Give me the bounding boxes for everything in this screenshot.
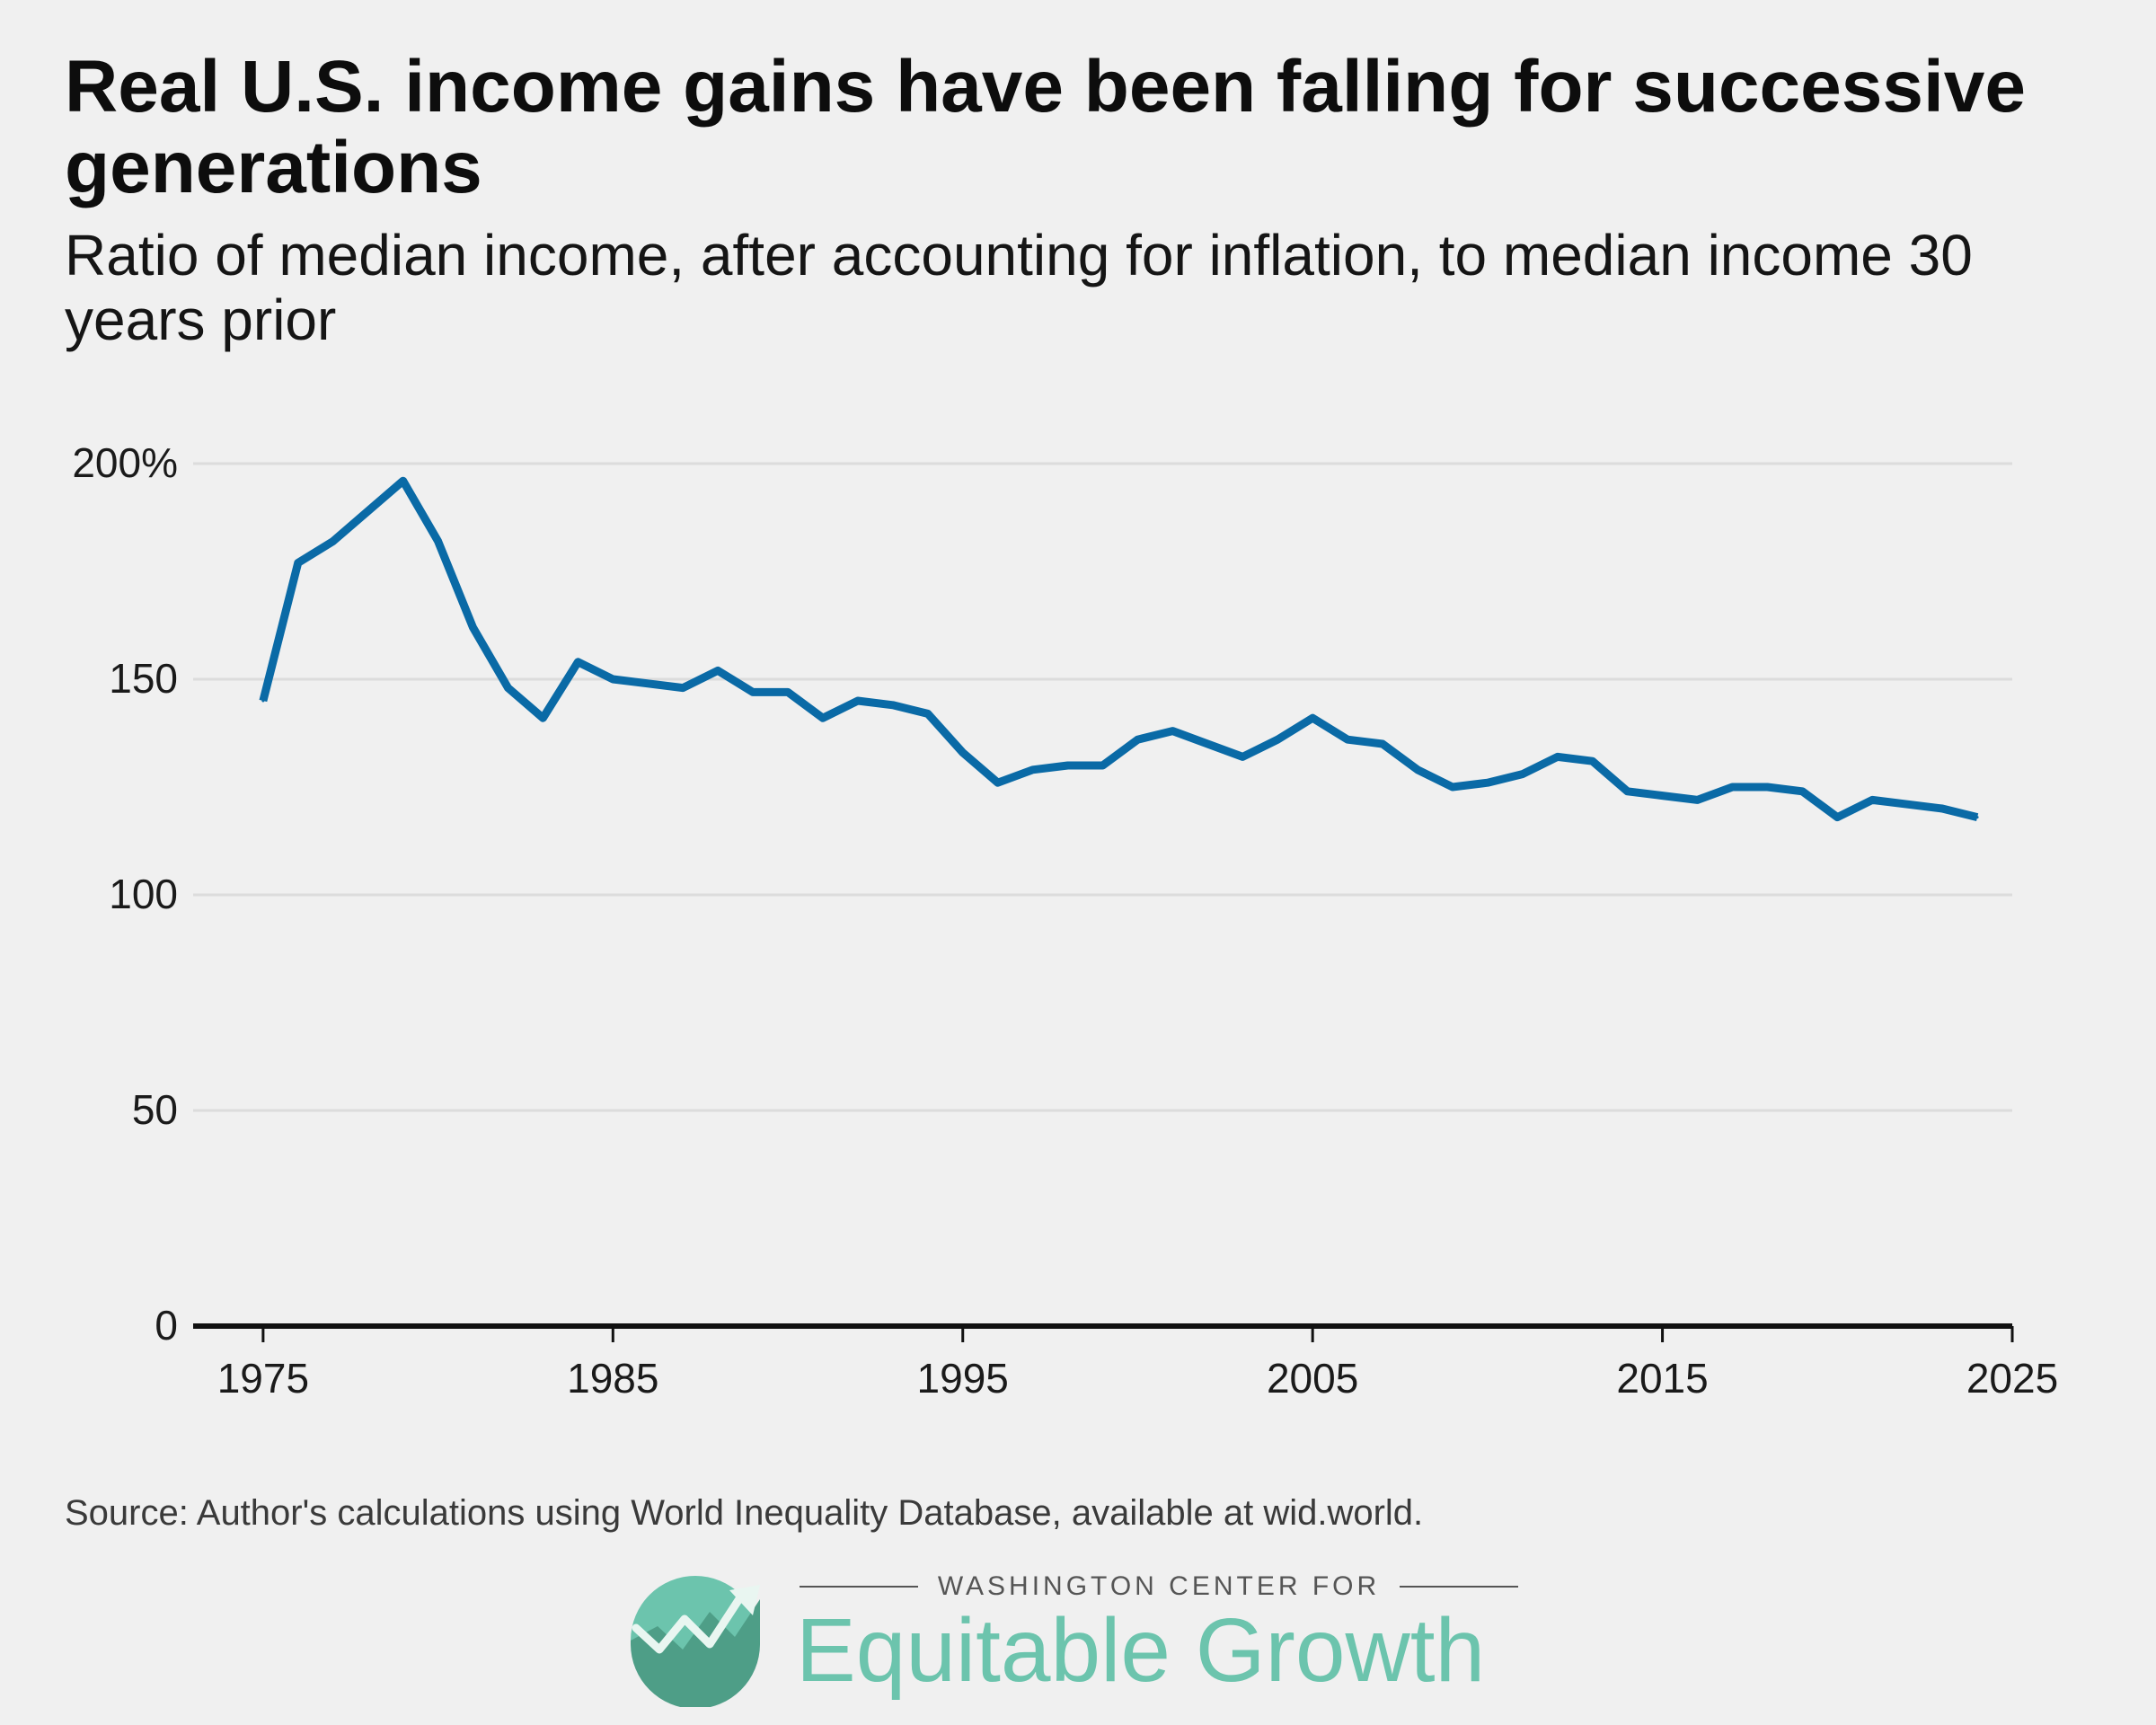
x-tick-label: 1985 [567, 1355, 658, 1402]
logo-name: Equitable Growth [796, 1600, 1486, 1701]
data-point [1940, 807, 1944, 810]
x-axis: 1975 1985 1995 2005 2015 2025 [193, 1323, 2058, 1402]
data-point [576, 660, 579, 664]
data-point [1975, 816, 1979, 819]
line-chart: 0 50 100 150 200% 1975 1985 1995 2005 2015 2025 [72, 439, 2058, 1402]
data-point [1311, 716, 1314, 720]
growth-logo-icon [631, 1576, 760, 1707]
data-point [1241, 755, 1244, 758]
data-point [1661, 794, 1665, 798]
logo: WASHINGTON CENTER FOR Equitable Growth [629, 1563, 1527, 1707]
x-tick-label: 1975 [217, 1355, 309, 1402]
data-point [367, 509, 370, 513]
data-point [996, 781, 1000, 784]
source-note: Source: Author's calculations using Worl… [65, 1493, 1424, 1533]
data-point [1626, 790, 1630, 793]
data-point [1276, 738, 1279, 741]
data-point [1486, 781, 1489, 784]
data-point [891, 703, 895, 707]
data-point [821, 716, 825, 720]
data-point [506, 686, 509, 690]
data-point [611, 677, 614, 681]
x-tick-label: 2005 [1267, 1355, 1358, 1402]
y-axis: 0 50 100 150 200% [72, 439, 178, 1349]
data-point [1031, 768, 1035, 772]
data-point [402, 479, 405, 482]
x-tick-label: 2015 [1616, 1355, 1708, 1402]
data-point [541, 716, 544, 720]
data-point [1870, 798, 1874, 801]
chart-subtitle: Ratio of median income, after accounting… [65, 223, 1973, 352]
data-point [961, 751, 965, 755]
x-tick-label: 1995 [917, 1355, 1009, 1402]
data-point [331, 539, 335, 543]
y-tick-label: 150 [109, 655, 178, 702]
data-point [751, 690, 755, 694]
data-point [1451, 785, 1454, 789]
logo-org-label: WASHINGTON CENTER FOR [937, 1571, 1381, 1601]
y-tick-label: 0 [155, 1302, 178, 1349]
data-point [1765, 785, 1769, 789]
data-point [1101, 764, 1104, 767]
data-point [1346, 738, 1349, 741]
data-point [1730, 785, 1734, 789]
data-point [1066, 764, 1070, 767]
y-tick-label: 50 [132, 1086, 178, 1133]
data-point [646, 682, 649, 686]
data-point [437, 539, 440, 543]
data-point [1696, 798, 1700, 801]
data-point [681, 686, 685, 690]
data-point [1206, 742, 1209, 746]
data-point [1800, 790, 1804, 793]
logo-rule-right [1400, 1586, 1518, 1588]
y-tick-label: 200% [72, 439, 178, 486]
data-point [856, 699, 860, 703]
series-layer [259, 476, 1979, 822]
data-point [1835, 816, 1839, 819]
data-point [1171, 730, 1174, 733]
logo-rule-left [800, 1586, 918, 1588]
chart-title: Real U.S. income gains have been falling… [65, 46, 2026, 208]
data-point [1591, 759, 1595, 763]
data-point [716, 668, 720, 672]
data-point [296, 561, 300, 564]
data-point [926, 712, 930, 715]
series-line [259, 476, 1979, 822]
data-point [472, 625, 475, 629]
gridlines [193, 462, 2012, 1112]
data-point [1381, 742, 1384, 746]
x-tick-label: 2025 [1966, 1355, 2058, 1402]
data-point [1556, 755, 1560, 758]
data-point [1416, 768, 1419, 772]
data-point [1521, 773, 1524, 776]
data-point [1135, 738, 1139, 741]
data-point [786, 690, 790, 694]
data-point [1905, 802, 1909, 806]
y-tick-label: 100 [109, 871, 178, 917]
data-point [261, 699, 265, 703]
